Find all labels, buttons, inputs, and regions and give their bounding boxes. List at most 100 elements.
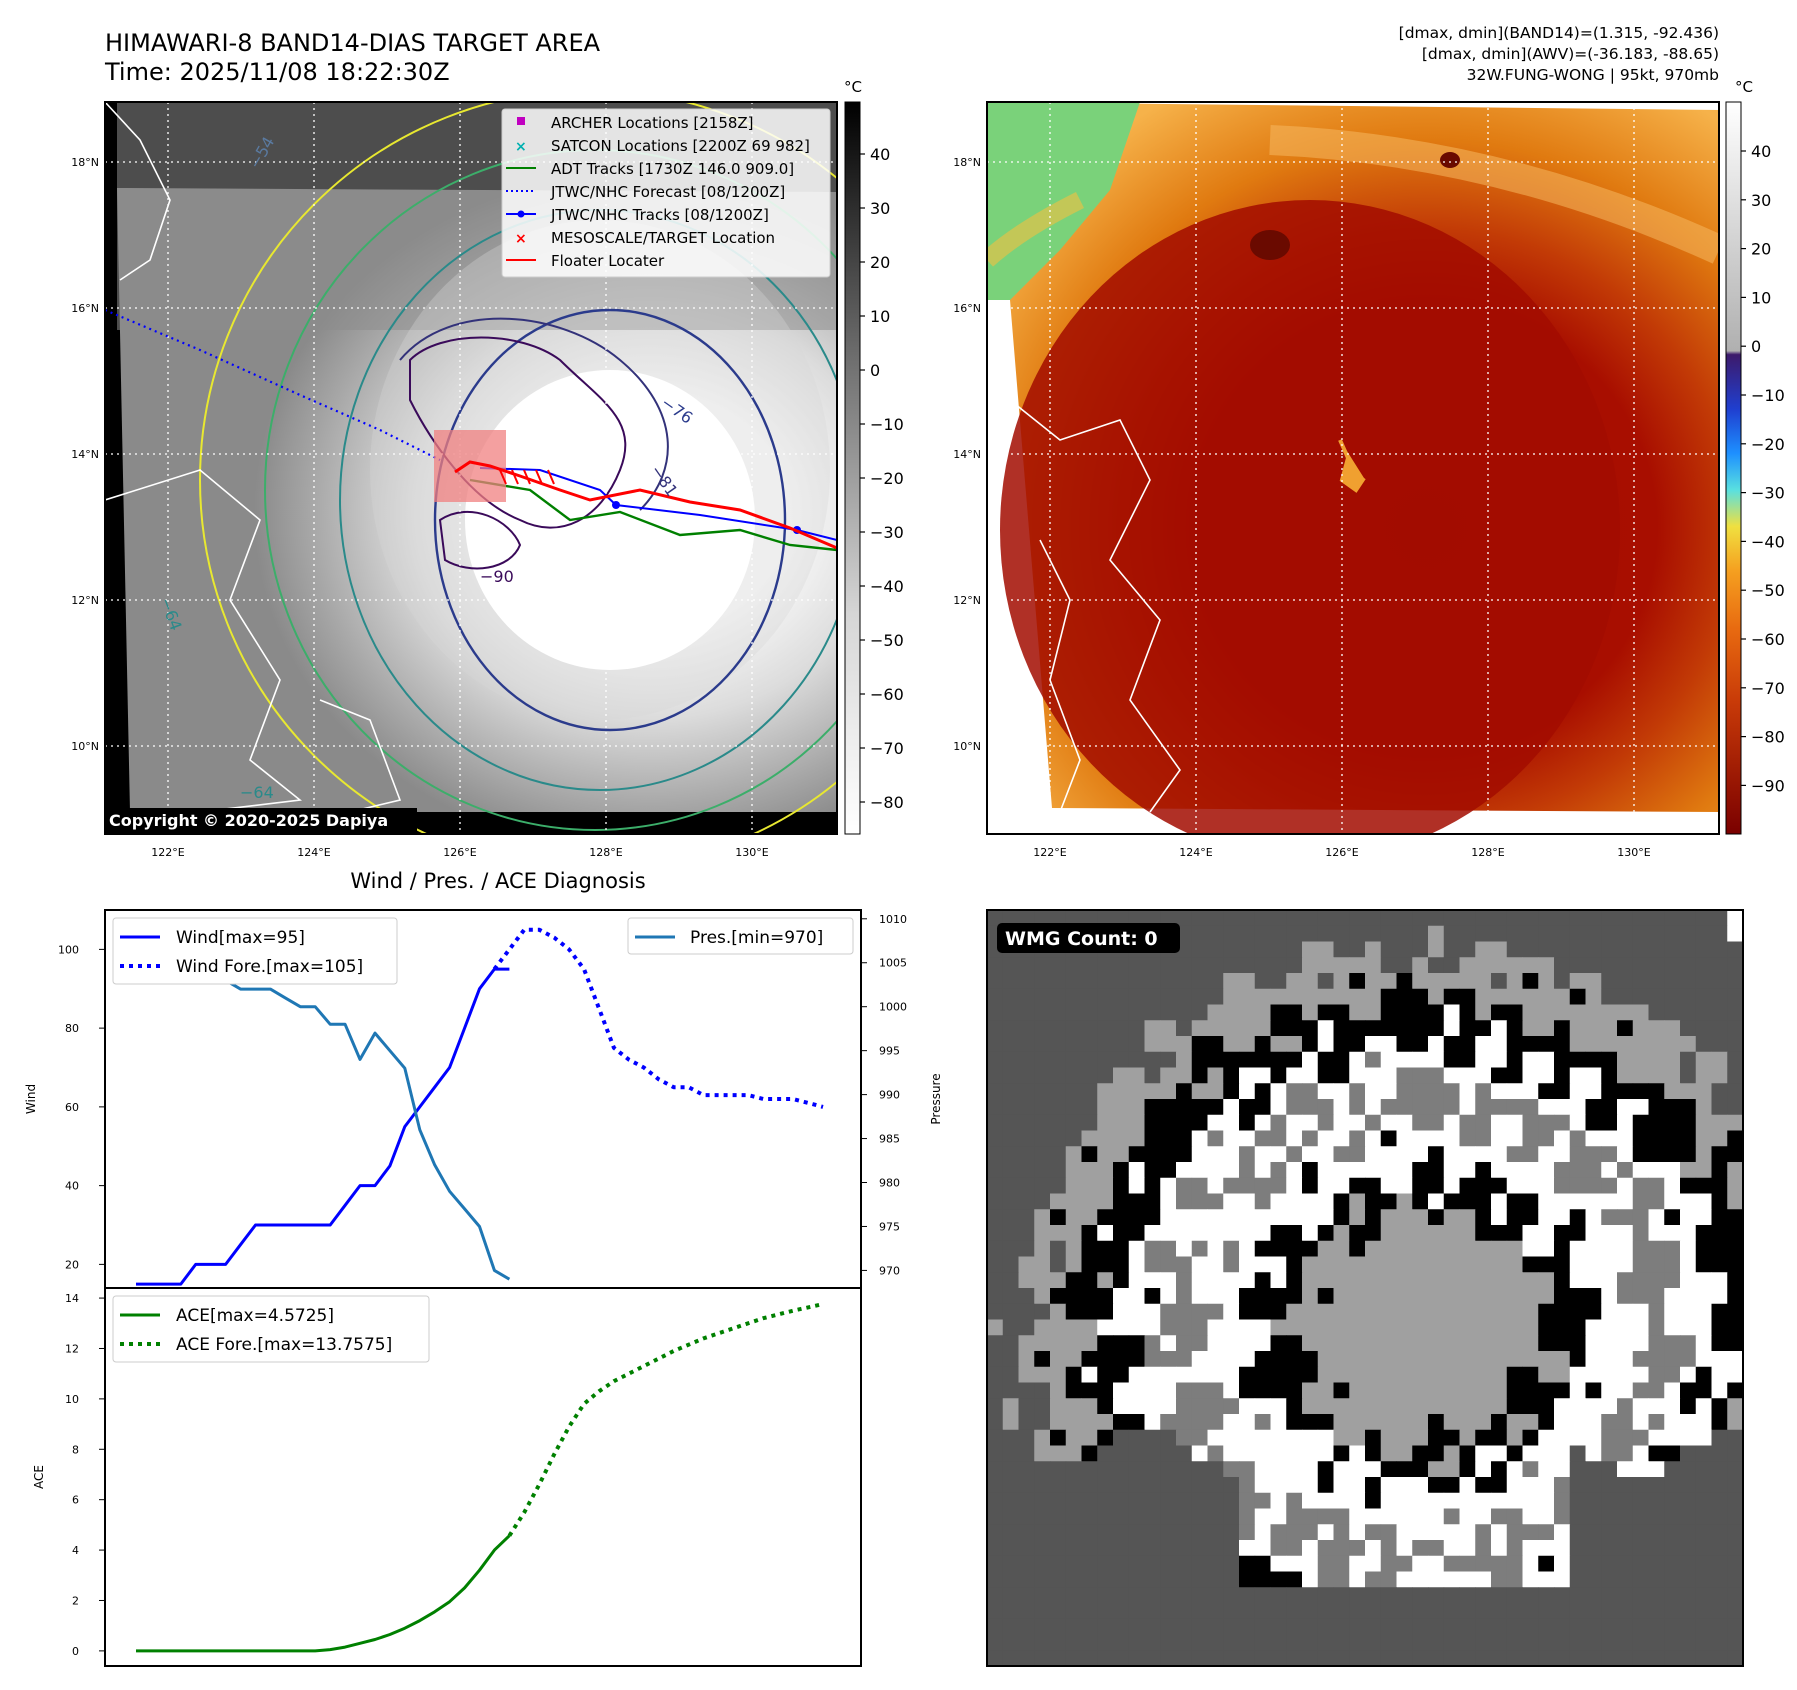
wmg-cell	[1428, 1177, 1445, 1194]
wmg-cell	[1144, 1146, 1161, 1163]
wmg-cell	[1522, 910, 1539, 927]
wmg-cell	[1538, 1571, 1555, 1588]
wmg-cell	[1317, 1225, 1334, 1242]
wmg-cell	[1632, 1634, 1649, 1651]
wmg-cell	[1443, 1603, 1460, 1620]
wmg-cell	[1160, 1272, 1177, 1289]
wmg-cell	[1302, 1130, 1319, 1147]
wmg-cell	[1601, 1398, 1618, 1415]
wmg-cell	[1065, 1193, 1082, 1210]
wmg-cell	[1002, 1146, 1019, 1163]
wmg-cell	[1333, 1351, 1350, 1368]
wmg-cell	[1569, 1587, 1586, 1604]
wmg-cell	[1333, 1209, 1350, 1226]
wmg-cell	[1428, 1319, 1445, 1336]
wmg-cell	[1002, 1288, 1019, 1305]
wmg-cell	[1475, 1130, 1492, 1147]
wmg-cell	[1002, 1618, 1019, 1635]
wmg-cell	[1223, 1351, 1240, 1368]
wmg-cell	[1239, 1634, 1256, 1651]
wmg-cell	[987, 1571, 1004, 1588]
wmg-cell	[1034, 957, 1051, 974]
wmg-cell	[1428, 1051, 1445, 1068]
wmg-cell	[1664, 1288, 1681, 1305]
wmg-cell	[1727, 941, 1744, 958]
wmg-cell	[1617, 1335, 1634, 1352]
wmg-cell	[1317, 1130, 1334, 1147]
awv-lat-labels: 18°N16°N14°N12°N10°N	[953, 156, 981, 753]
wmg-cell	[1191, 957, 1208, 974]
wmg-cell	[1428, 1083, 1445, 1100]
wmg-cell	[1695, 1209, 1712, 1226]
wmg-cell	[1113, 988, 1130, 1005]
wmg-cell	[1428, 1130, 1445, 1147]
wmg-cell	[1065, 1429, 1082, 1446]
wmg-cell	[1506, 1067, 1523, 1084]
wmg-cell	[1380, 1555, 1397, 1572]
colorbar-tick-label: 40	[1751, 142, 1771, 161]
wmg-cell	[1554, 1492, 1571, 1509]
wmg-cell	[1286, 1445, 1303, 1462]
legend-satcon: SATCON Locations [2200Z 69 982]	[551, 137, 810, 155]
wmg-cell	[1380, 1445, 1397, 1462]
colorbar-tick-label: −20	[1751, 435, 1785, 454]
wmg-cell	[1428, 1524, 1445, 1541]
wmg-cell	[1617, 1351, 1634, 1368]
wmg-cell	[1191, 1382, 1208, 1399]
wmg-cell	[1727, 1288, 1744, 1305]
wmg-cell	[1538, 1288, 1555, 1305]
wmg-cell	[1443, 1571, 1460, 1588]
colorbar-tick-label: 30	[1751, 191, 1771, 210]
wmg-cell	[1664, 957, 1681, 974]
ir-contour-44	[199, 102, 837, 834]
wmg-cell	[1050, 1099, 1067, 1116]
wmg-cell	[1113, 1335, 1130, 1352]
wmg-cell	[1002, 1398, 1019, 1415]
wmg-cell	[1617, 1288, 1634, 1305]
wmg-cell	[1270, 1540, 1287, 1557]
wmg-cell	[1002, 1603, 1019, 1620]
wmg-cell	[1680, 1429, 1697, 1446]
wmg-cell	[1018, 1036, 1035, 1053]
wmg-cell	[1050, 1461, 1067, 1478]
wmg-cell	[1632, 957, 1649, 974]
wmg-cell	[1286, 1319, 1303, 1336]
wmg-cell	[1365, 1051, 1382, 1068]
wmg-cell	[1585, 1146, 1602, 1163]
wmg-cell	[1254, 1382, 1271, 1399]
wmg-cell	[1601, 1587, 1618, 1604]
wmg-cell	[1491, 1162, 1508, 1179]
pressure-tick-label: 990	[879, 1089, 900, 1102]
contour-label-90: −90	[480, 567, 514, 586]
wmg-cell	[1097, 1445, 1114, 1462]
wmg-cell	[1664, 1414, 1681, 1431]
wmg-cell	[1365, 957, 1382, 974]
wmg-cell	[1191, 1303, 1208, 1320]
wmg-cell	[1050, 1004, 1067, 1021]
wmg-cell	[1113, 1524, 1130, 1541]
wmg-cell	[1002, 1114, 1019, 1131]
wmg-cell	[1491, 910, 1508, 927]
wmg-cell	[1538, 1555, 1555, 1572]
wmg-cell	[1680, 1051, 1697, 1068]
wmg-cell	[1081, 1618, 1098, 1635]
wmg-cell	[1443, 1319, 1460, 1336]
wmg-cell	[1239, 1177, 1256, 1194]
wmg-cell	[1144, 1114, 1161, 1131]
wmg-cell	[1554, 1650, 1571, 1667]
wmg-cell	[1286, 1461, 1303, 1478]
wmg-cell	[1097, 1083, 1114, 1100]
wmg-cell	[1254, 1398, 1271, 1415]
wmg-cell	[1018, 1256, 1035, 1273]
wmg-cell	[1538, 1004, 1555, 1021]
wmg-cell	[1160, 957, 1177, 974]
wmg-cell	[1522, 1335, 1539, 1352]
wmg-cell	[1648, 1492, 1665, 1509]
wmg-cell	[1144, 1429, 1161, 1446]
wmg-cell	[1113, 1319, 1130, 1336]
wmg-cell	[1065, 1351, 1082, 1368]
wmg-cell	[1380, 1477, 1397, 1494]
wmg-cell	[1664, 1303, 1681, 1320]
wmg-cell	[1412, 1130, 1429, 1147]
wmg-cell	[1097, 1303, 1114, 1320]
